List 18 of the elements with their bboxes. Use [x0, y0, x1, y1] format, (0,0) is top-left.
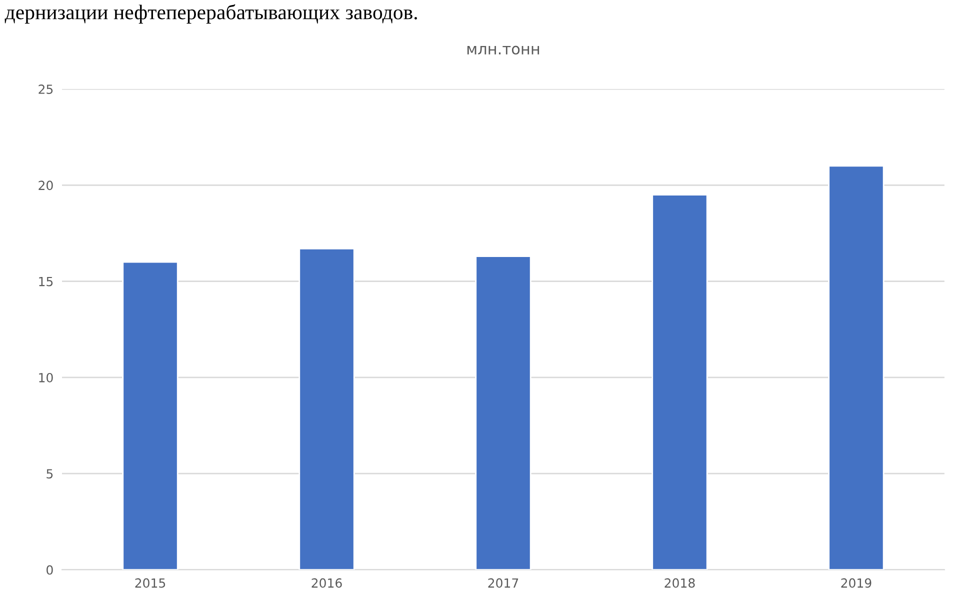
text: дернизации нефтеперерабатывающих заводов. — [4, 4, 417, 24]
bar — [652, 194, 708, 570]
x-tick-label: 2016 — [312, 578, 342, 588]
chart-title: млн.тонн — [467, 46, 540, 55]
bar — [828, 165, 884, 570]
bar — [475, 256, 532, 570]
bar — [298, 248, 355, 570]
x-tick-label: 2017 — [488, 578, 518, 588]
y-tick-label: 10 — [39, 372, 53, 382]
x-tick-label: 2015 — [135, 578, 166, 588]
x-tick-label: 2019 — [841, 578, 872, 588]
y-tick-label: 0 — [46, 565, 53, 575]
y-tick-label: 25 — [38, 84, 53, 94]
y-tick-label: 15 — [39, 276, 53, 286]
y-tick-label: 5 — [46, 469, 53, 479]
y-tick-label: 20 — [38, 180, 53, 190]
bar — [122, 261, 178, 570]
x-tick-label: 2018 — [664, 578, 695, 588]
